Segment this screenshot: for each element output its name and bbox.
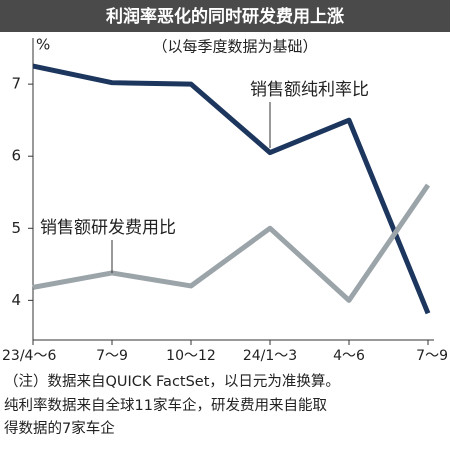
x-tick-label: 7～9 (96, 348, 128, 364)
series-line (32, 63, 431, 315)
y-tick-label: 5 (11, 219, 21, 237)
x-tick-label: 24/1～3 (243, 348, 297, 364)
x-tick-label: 23/4～6 (2, 348, 56, 364)
y-tick-label: 6 (11, 147, 21, 165)
note: （注）数据来自QUICK FactSet，以日元为准换算。 (4, 373, 340, 390)
note: 纯利率数据来自全球11家车企，研发费用来自能取 (4, 396, 327, 414)
series-line (32, 183, 431, 303)
x-tick-label: 4～6 (333, 348, 365, 364)
x-tick-label: 7～9 (416, 348, 448, 364)
chart-subtitle: （以每季度数据为基础） (152, 38, 317, 56)
series-label: 销售额研发费用比 (40, 218, 176, 238)
title-bar (0, 0, 450, 32)
y-unit: % (36, 36, 50, 54)
x-tick-label: 10～12 (166, 348, 216, 364)
y-tick-label: 4 (11, 291, 21, 309)
series-label: 销售额纯利率比 (250, 80, 369, 100)
y-tick-label: 7 (11, 75, 21, 93)
chart-title: 利润率恶化的同时研发费用上涨 (106, 6, 344, 27)
note: 得数据的7家车企 (4, 419, 115, 437)
